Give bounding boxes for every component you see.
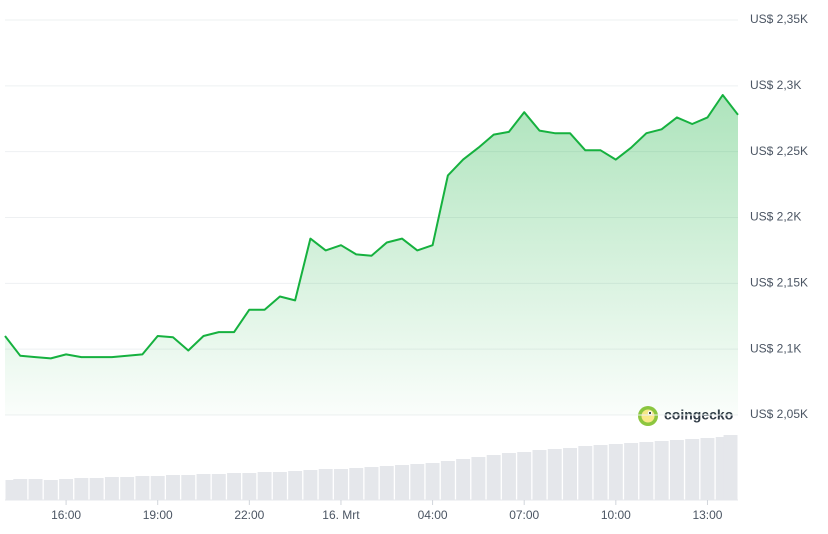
y-tick-label: US$ 2,35K: [750, 12, 808, 26]
x-tick-label: 16. Mrt: [322, 508, 360, 522]
x-tick-label: 13:00: [692, 508, 722, 522]
y-tick-label: US$ 2,15K: [750, 276, 808, 290]
volume-bar: [700, 438, 715, 500]
volume-bar: [486, 455, 501, 500]
y-tick-label: US$ 2,1K: [750, 341, 801, 355]
volume-bar: [257, 472, 272, 500]
volume-bar: [135, 476, 150, 500]
volume-bar: [288, 471, 303, 500]
volume-bar: [440, 461, 455, 500]
x-tick-label: 10:00: [601, 508, 631, 522]
volume-bar: [608, 444, 623, 500]
volume-bar: [318, 469, 333, 500]
volume-bar: [364, 467, 379, 500]
volume-bar: [165, 475, 180, 500]
volume-bar: [624, 443, 639, 500]
volume-bar: [120, 477, 135, 500]
volume-bar: [303, 470, 318, 500]
volume-bar: [74, 478, 89, 500]
x-tick-label: 19:00: [143, 508, 173, 522]
x-tick-label: 22:00: [234, 508, 264, 522]
volume-bar: [685, 439, 700, 500]
volume-bar: [517, 452, 532, 500]
volume-bar: [669, 440, 684, 500]
volume-bar: [578, 446, 593, 500]
volume-bar: [13, 479, 28, 500]
volume-bar: [59, 479, 74, 500]
volume-bar: [563, 448, 578, 500]
area: [5, 95, 738, 415]
volume-bar: [104, 477, 119, 500]
volume-bar: [501, 453, 516, 500]
volume-bar: [211, 474, 226, 500]
price-line: [4, 94, 739, 360]
volume-bar: [89, 478, 104, 500]
volume-bar: [227, 473, 242, 500]
volume-bar: [43, 480, 58, 500]
volume-bar: [532, 450, 547, 500]
volume-bar: [272, 472, 287, 500]
x-tick-label: 07:00: [509, 508, 539, 522]
volume-bar: [410, 464, 425, 500]
x-tick-label: 16:00: [51, 508, 81, 522]
volume-bar: [593, 445, 608, 500]
y-tick-label: US$ 2,3K: [750, 78, 801, 92]
volume-bar: [349, 468, 364, 500]
volume-bar: [723, 435, 738, 500]
x-tick-label: 04:00: [418, 508, 448, 522]
volume-bar: [547, 449, 562, 500]
y-tick-label: US$ 2,25K: [750, 144, 808, 158]
volume-bar: [150, 476, 165, 500]
volume-bar: [471, 457, 486, 500]
volume-bar: [639, 442, 654, 500]
volume-bar: [181, 475, 196, 500]
volume-bar: [395, 465, 410, 500]
volume-bar: [333, 469, 348, 500]
volume-bar: [242, 473, 257, 500]
volume-bar: [456, 459, 471, 500]
volume-bar: [28, 479, 43, 500]
volume-bar: [379, 466, 394, 500]
volume-bar: [196, 474, 211, 500]
volume-bar: [654, 441, 669, 500]
volume-bar: [425, 463, 440, 500]
y-tick-label: US$ 2,2K: [750, 210, 801, 224]
y-tick-label: US$ 2,05K: [750, 407, 808, 421]
